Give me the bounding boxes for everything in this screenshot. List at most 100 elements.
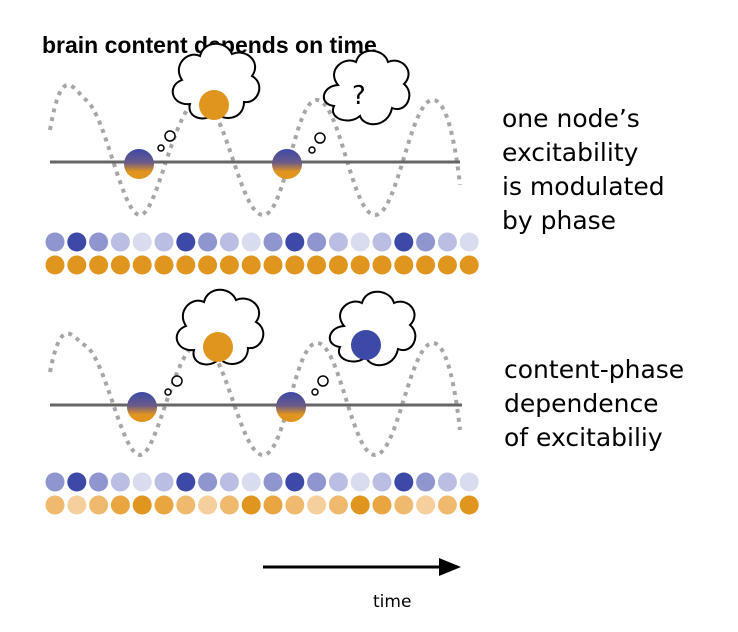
thought-content-orange — [203, 332, 233, 362]
phase-dot — [328, 232, 348, 252]
thought-dot-small — [311, 388, 319, 396]
phase-dot — [307, 472, 327, 492]
content-dot — [394, 255, 414, 275]
time-axis-label: time — [373, 592, 412, 612]
content-dot — [350, 495, 370, 515]
phase-dot — [285, 472, 305, 492]
phase-dot — [416, 232, 436, 252]
phase-dot — [372, 232, 392, 252]
thought-dot-large — [317, 375, 329, 387]
content-dot — [176, 495, 196, 515]
content-dot — [394, 495, 414, 515]
phase-dot — [110, 232, 130, 252]
phase-dot — [328, 472, 348, 492]
node-1 — [127, 392, 157, 422]
phase-dot — [154, 472, 174, 492]
oscillation-wave — [48, 331, 462, 458]
phase-dot — [154, 232, 174, 252]
phase-dot — [45, 232, 65, 252]
thought-dot-large — [314, 132, 326, 144]
content-dot — [45, 255, 65, 275]
phase-dot — [416, 472, 436, 492]
phase-dot — [45, 472, 65, 492]
phase-dot — [176, 472, 196, 492]
node-1 — [124, 149, 154, 179]
phase-dot — [459, 472, 479, 492]
phase-dot — [437, 232, 457, 252]
phase-dot — [307, 232, 327, 252]
phase-dot — [219, 232, 239, 252]
node-2 — [272, 149, 302, 179]
content-dot — [219, 255, 239, 275]
content-dot — [350, 255, 370, 275]
phase-dot — [263, 472, 283, 492]
thought-dot-small — [164, 388, 172, 396]
phase-dot — [132, 472, 152, 492]
content-dot — [263, 255, 283, 275]
phase-dot — [394, 232, 414, 252]
content-dot — [328, 495, 348, 515]
content-dot — [372, 495, 392, 515]
panel-1-caption: one node’s excitability is modulated by … — [502, 102, 665, 238]
phase-dot — [176, 232, 196, 252]
thought-content-orange — [199, 90, 229, 120]
phase-dot-row — [45, 232, 479, 252]
phase-dot — [241, 472, 261, 492]
node-2 — [276, 392, 306, 422]
phase-dot — [198, 232, 218, 252]
thought-bubble-2: ? — [308, 49, 411, 154]
phase-dot — [437, 472, 457, 492]
content-dot — [437, 495, 457, 515]
caption-line: of excitabiliy — [504, 423, 663, 452]
panel-1: ? — [45, 42, 479, 275]
content-dot — [67, 255, 87, 275]
content-dot — [416, 255, 436, 275]
thought-question-mark: ? — [352, 81, 366, 111]
thought-dot-large — [171, 375, 183, 387]
thought-dot-large — [164, 130, 176, 142]
content-dot — [45, 495, 65, 515]
content-dot — [416, 495, 436, 515]
content-dot — [285, 495, 305, 515]
phase-dot — [67, 232, 87, 252]
content-dot — [154, 255, 174, 275]
content-dot — [132, 255, 152, 275]
content-dot — [459, 255, 479, 275]
thought-dot-small — [157, 144, 165, 152]
content-dot — [176, 255, 196, 275]
content-dot — [132, 495, 152, 515]
thought-bubble-1 — [157, 42, 261, 152]
thought-bubble-2 — [311, 290, 417, 396]
phase-dot — [110, 472, 130, 492]
caption-line: is modulated — [502, 172, 665, 201]
content-dot — [307, 495, 327, 515]
phase-dot — [350, 232, 370, 252]
phase-dot — [219, 472, 239, 492]
content-dot — [67, 495, 87, 515]
content-dot — [89, 495, 109, 515]
content-dot — [219, 495, 239, 515]
caption-line: one node’s — [502, 104, 640, 133]
caption-line: by phase — [502, 206, 617, 235]
phase-dot — [241, 232, 261, 252]
content-dot — [89, 255, 109, 275]
phase-dot-row — [45, 472, 479, 492]
content-dot-row — [45, 495, 479, 515]
thought-bubble-1 — [164, 288, 265, 396]
content-dot — [437, 255, 457, 275]
thought-content-blue — [351, 330, 381, 360]
phase-dot — [198, 472, 218, 492]
time-arrow — [263, 558, 461, 576]
caption-line: dependence — [504, 389, 659, 418]
panel-2 — [45, 288, 479, 515]
content-dot — [154, 495, 174, 515]
content-dot — [241, 255, 261, 275]
content-dot — [110, 495, 130, 515]
phase-dot — [132, 232, 152, 252]
content-dot — [372, 255, 392, 275]
content-dot — [263, 495, 283, 515]
thought-dot-small — [308, 146, 316, 154]
caption-line: excitability — [502, 138, 639, 167]
phase-dot — [394, 472, 414, 492]
